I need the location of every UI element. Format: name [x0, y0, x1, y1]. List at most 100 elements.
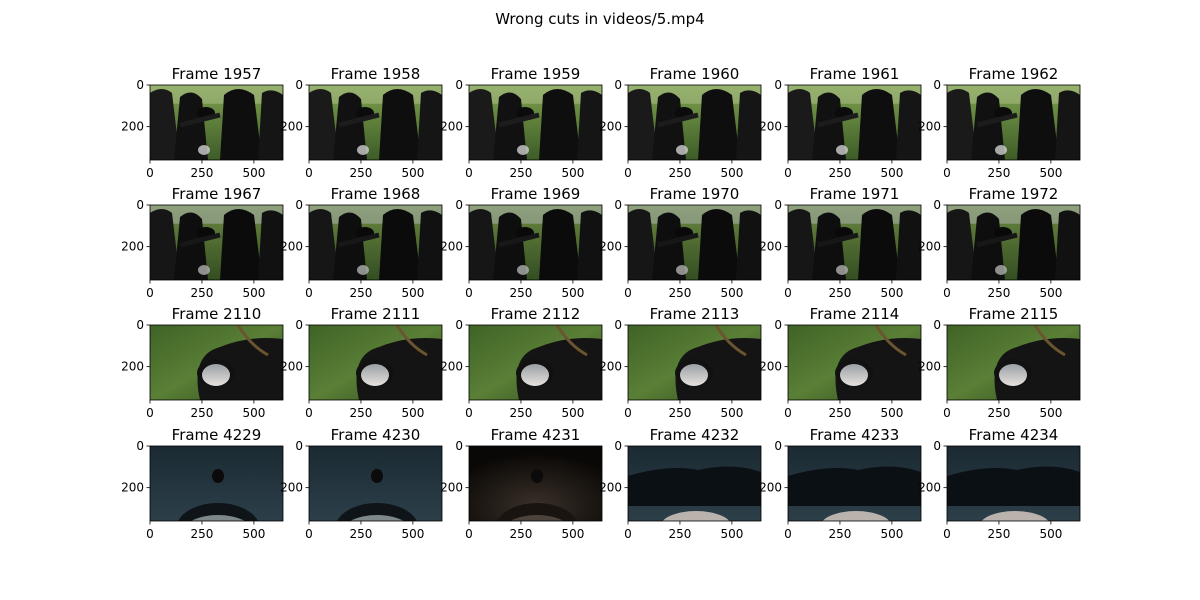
frame-panel: Frame 1971 0 250 500 0 200: [759, 185, 922, 300]
y-tick-label: 200: [759, 481, 782, 495]
x-tick-label: 500: [242, 166, 265, 180]
y-tick-label: 0: [614, 439, 622, 453]
y-tick-label: 0: [136, 439, 144, 453]
panel-title: Frame 1957: [172, 65, 262, 83]
x-tick-label: 500: [720, 166, 743, 180]
y-tick-label: 200: [599, 481, 622, 495]
x-tick-label: 500: [880, 286, 903, 300]
y-tick-label: 0: [933, 198, 941, 212]
frame-panel: Frame 2111 0 250 500 0 200: [280, 305, 443, 420]
frame-panel: Frame 2114 0 250 500 0 200: [759, 305, 922, 420]
y-tick-label: 0: [455, 78, 463, 92]
axes-frame: [946, 445, 1081, 522]
x-tick-label: 250: [988, 286, 1011, 300]
y-tick-label: 0: [614, 198, 622, 212]
frame-panel: Frame 1967 0 250 500 0 200: [121, 185, 284, 300]
frame-image: [947, 205, 1080, 280]
frame-panel: Frame 1959 0 250 500 0 200: [440, 65, 603, 180]
x-tick-label: 0: [943, 527, 951, 541]
frame-image: [628, 85, 761, 160]
y-tick-label: 200: [280, 120, 303, 134]
frame-panel: Frame 4231 0 250 500 0 200: [440, 426, 603, 541]
panel-title: Frame 1959: [491, 65, 581, 83]
y-tick-label: 0: [774, 78, 782, 92]
y-tick-label: 200: [121, 360, 144, 374]
panel-title: Frame 2110: [172, 305, 262, 323]
x-tick-label: 0: [624, 286, 632, 300]
y-tick-label: 0: [455, 439, 463, 453]
y-tick-label: 200: [918, 240, 941, 254]
axes-frame: [946, 204, 1081, 281]
x-tick-label: 0: [146, 527, 154, 541]
y-tick-label: 0: [933, 439, 941, 453]
x-tick-label: 500: [1039, 286, 1062, 300]
frame-panel: Frame 2115 0 250 500 0 200: [918, 305, 1081, 420]
axes-frame: [787, 84, 922, 161]
axes-frame: [308, 324, 443, 401]
x-tick-label: 250: [669, 166, 692, 180]
panel-title: Frame 1968: [331, 185, 421, 203]
axes-frame: [468, 445, 603, 522]
x-tick-label: 250: [988, 406, 1011, 420]
y-tick-label: 0: [136, 198, 144, 212]
x-tick-label: 250: [350, 406, 373, 420]
frame-panel: Frame 1972 0 250 500 0 200: [918, 185, 1081, 300]
x-tick-label: 0: [146, 406, 154, 420]
y-tick-label: 0: [295, 439, 303, 453]
frame-panel: Frame 1960 0 250 500 0 200: [599, 65, 762, 180]
x-tick-label: 250: [829, 286, 852, 300]
frame-image: [947, 325, 1080, 400]
panel-title: Frame 2114: [810, 305, 900, 323]
axes-frame: [627, 84, 762, 161]
y-tick-label: 0: [295, 318, 303, 332]
y-tick-label: 0: [774, 439, 782, 453]
x-tick-label: 500: [242, 527, 265, 541]
x-tick-label: 250: [829, 166, 852, 180]
frame-panel: Frame 1962 0 250 500 0 200: [918, 65, 1081, 180]
frame-image: [469, 325, 602, 400]
frame-panel: Frame 4229 0 250 500 0 200: [121, 426, 284, 541]
x-tick-label: 250: [191, 286, 214, 300]
x-tick-label: 500: [242, 286, 265, 300]
y-tick-label: 200: [121, 240, 144, 254]
frame-panel: Frame 2110 0 250 500 0 200: [121, 305, 284, 420]
axes-frame: [308, 84, 443, 161]
y-tick-label: 200: [440, 481, 463, 495]
frame-image: [788, 325, 921, 400]
axes-frame: [787, 445, 922, 522]
x-tick-label: 500: [880, 406, 903, 420]
y-tick-label: 200: [918, 481, 941, 495]
y-tick-label: 200: [918, 120, 941, 134]
x-tick-label: 500: [880, 166, 903, 180]
x-tick-label: 250: [988, 527, 1011, 541]
x-tick-label: 250: [191, 527, 214, 541]
panel-title: Frame 1961: [810, 65, 900, 83]
x-tick-label: 0: [943, 286, 951, 300]
panel-title: Frame 1971: [810, 185, 900, 203]
frame-panel: Frame 4232 0 250 500 0 200: [599, 426, 762, 541]
y-tick-label: 0: [455, 318, 463, 332]
x-tick-label: 0: [624, 166, 632, 180]
frame-panel: Frame 2112 0 250 500 0 200: [440, 305, 603, 420]
y-tick-label: 200: [280, 240, 303, 254]
x-tick-label: 250: [829, 406, 852, 420]
x-tick-label: 500: [242, 406, 265, 420]
y-tick-label: 0: [136, 318, 144, 332]
y-tick-label: 200: [599, 120, 622, 134]
y-tick-label: 0: [295, 198, 303, 212]
axes-frame: [946, 84, 1081, 161]
panel-title: Frame 1972: [969, 185, 1059, 203]
frame-image: [628, 446, 761, 521]
y-tick-label: 200: [440, 120, 463, 134]
y-tick-label: 0: [614, 78, 622, 92]
axes-frame: [627, 204, 762, 281]
frame-image: [788, 85, 921, 160]
x-tick-label: 0: [784, 166, 792, 180]
x-tick-label: 250: [350, 527, 373, 541]
frame-image: [788, 446, 921, 521]
x-tick-label: 250: [669, 527, 692, 541]
y-tick-label: 200: [440, 360, 463, 374]
x-tick-label: 0: [784, 406, 792, 420]
x-tick-label: 250: [510, 527, 533, 541]
x-tick-label: 0: [624, 406, 632, 420]
